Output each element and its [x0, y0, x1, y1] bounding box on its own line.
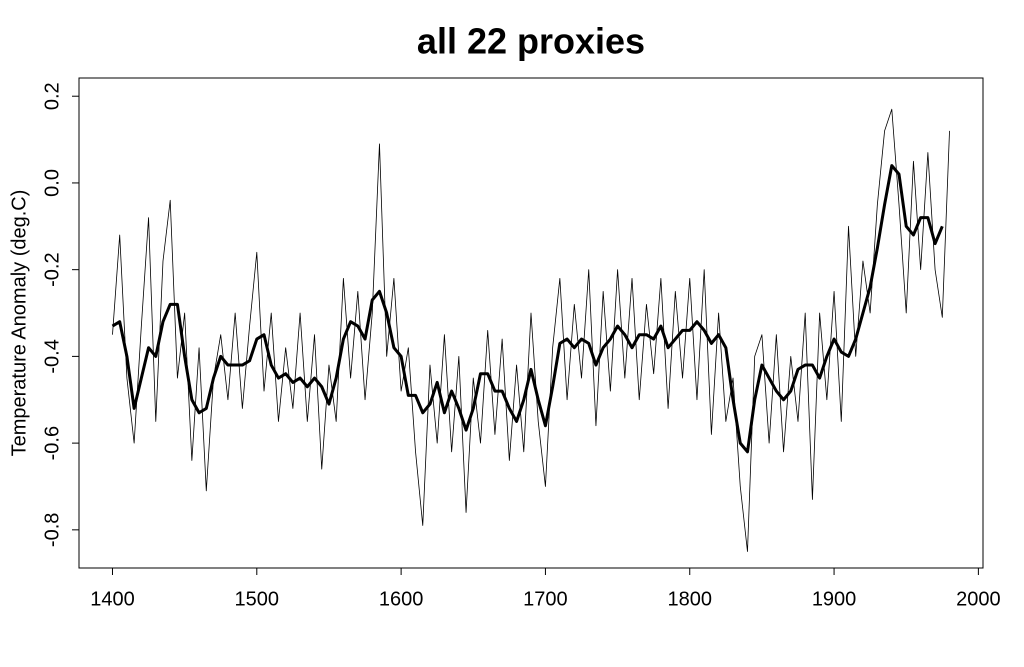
x-tick-label: 1400: [90, 588, 135, 610]
y-tick-label: 0.0: [41, 169, 63, 197]
x-tick-label: 1500: [235, 588, 280, 610]
y-tick-label: -0.8: [41, 513, 63, 547]
x-tick-label: 1800: [667, 588, 712, 610]
y-tick-label: -0.4: [41, 339, 63, 373]
y-tick-label: -0.6: [41, 426, 63, 460]
x-tick-label: 2000: [956, 588, 1001, 610]
x-tick-label: 1600: [379, 588, 424, 610]
y-tick-label: 0.2: [41, 82, 63, 110]
chart-title: all 22 proxies: [417, 21, 645, 62]
x-tick-label: 1700: [523, 588, 568, 610]
y-tick-label: -0.2: [41, 252, 63, 286]
x-tick-label: 1900: [812, 588, 857, 610]
y-axis-label: Temperature Anomaly (deg.C): [8, 190, 30, 457]
data-line: [112, 108, 950, 552]
data-line: [111, 164, 944, 454]
